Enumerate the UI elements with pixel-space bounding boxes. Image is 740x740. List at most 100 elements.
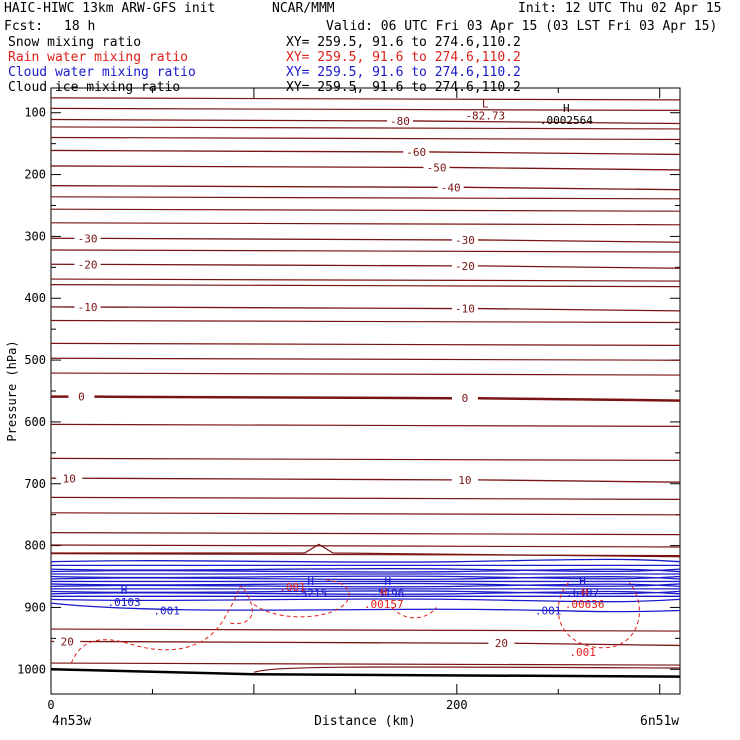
rain-water-contour — [253, 579, 350, 618]
temperature-isoline — [50, 319, 681, 324]
valid-time: Valid: 06 UTC Fri 03 Apr 15 (03 LST Fri … — [326, 19, 718, 34]
temperature-contour — [50, 263, 681, 269]
contour-annotations: L-82.73H.0002564H.0103H.5215H.5196H.0015… — [107, 98, 604, 659]
temperature-isoline — [50, 342, 681, 346]
rain-water-contour — [229, 588, 253, 625]
temperature-label: 10 — [458, 474, 471, 487]
x-axis-label: Distance (km) — [314, 714, 416, 729]
cloud-water-contour — [50, 568, 681, 573]
temperature-isoline — [50, 284, 681, 288]
extremum-marker: H — [579, 574, 586, 587]
extremum-marker: H — [563, 102, 570, 115]
temperature-isoline — [253, 666, 681, 673]
temperature-isoline — [50, 423, 681, 427]
cloud-water-contours — [50, 558, 681, 613]
field-xy-cloud-water: XY= 259.5, 91.6 to 274.6,110.2 — [286, 65, 521, 80]
temperature-isoline — [50, 249, 681, 253]
y-tick-label: 500 — [24, 353, 46, 367]
temperature-label: -10 — [78, 301, 98, 314]
forecast-label: Fcst: — [4, 19, 44, 34]
temperature-label: -20 — [78, 258, 98, 271]
temperature-contour — [50, 395, 681, 402]
temperature-isoline — [50, 372, 681, 376]
temperature-contour — [50, 165, 681, 171]
y-tick-label: 300 — [24, 229, 46, 243]
y-tick-label: 1000 — [17, 662, 46, 676]
org-label: NCAR/MMM — [272, 1, 335, 16]
temperature-isoline — [50, 512, 681, 516]
extremum-value: .6407 — [566, 586, 599, 599]
temperature-isoline — [50, 532, 681, 536]
temperature-label: 0 — [462, 392, 469, 405]
x-tick-label: 200 — [446, 698, 468, 712]
y-axis-label: Pressure (hPa) — [5, 340, 19, 441]
x-axis: 0 200 — [47, 88, 661, 712]
temperature-label: -30 — [78, 232, 98, 245]
rain-water-contour — [70, 585, 245, 664]
temperature-label: 10 — [63, 472, 76, 485]
extremum-value: .00636 — [565, 598, 605, 611]
temperature-label: 20 — [61, 636, 74, 649]
y-tick-label: 100 — [24, 106, 46, 120]
terrain-line — [50, 668, 681, 678]
temperature-label: -10 — [455, 303, 475, 316]
y-tick-label: 800 — [24, 539, 46, 553]
temperature-isoline — [50, 136, 681, 141]
temperature-label: 0 — [78, 391, 85, 404]
temperature-label: -60 — [406, 146, 426, 159]
temperature-contour — [50, 185, 681, 191]
cloud-water-contour — [50, 558, 681, 563]
field-name-snow: Snow mixing ratio — [8, 35, 142, 50]
temperature-isoline — [50, 208, 681, 212]
extremum-value: -82.73 — [465, 110, 505, 123]
extremum-marker: L — [482, 98, 489, 111]
model-title: HAIC-HIWC 13km ARW-GFS init — [4, 1, 216, 16]
temperature-contour — [50, 149, 681, 156]
y-tick-label: 600 — [24, 415, 46, 429]
extremum-value: .0002564 — [540, 114, 593, 127]
right-endpoint-label: 6n51w — [640, 714, 679, 729]
temperature-contour — [50, 477, 681, 483]
cloud-water-contour — [50, 583, 681, 588]
temperature-label: -40 — [441, 181, 461, 194]
temperature-isoline — [50, 126, 681, 130]
temperature-isoline — [50, 278, 681, 282]
left-endpoint-label: 4n53w — [52, 714, 91, 729]
contour-label: .001 — [569, 646, 596, 659]
temperature-isoline — [50, 496, 681, 500]
extremum-value: .0103 — [107, 596, 140, 609]
temperature-isoline — [50, 628, 681, 632]
temperature-isoline — [50, 97, 681, 101]
cloud-water-contour — [50, 602, 681, 613]
temperature-isoline — [50, 222, 681, 226]
extremum-marker: H — [380, 586, 387, 599]
field-xy-rain: XY= 259.5, 91.6 to 274.6,110.2 — [286, 50, 521, 65]
temperature-label: -80 — [390, 115, 410, 128]
temperature-contour — [50, 118, 681, 125]
extremum-value: .00157 — [364, 598, 404, 611]
temperature-contour — [50, 237, 681, 243]
temperature-label: -30 — [455, 234, 475, 247]
y-tick-label: 900 — [24, 600, 46, 614]
extremum-value: .5196 — [371, 587, 404, 600]
forecast-hour: 18 h — [64, 19, 96, 34]
temperature-isoline — [51, 543, 681, 558]
extremum-marker: H — [121, 584, 128, 597]
y-tick-label: 400 — [24, 291, 46, 305]
field-name-cloud-water: Cloud water mixing ratio — [8, 65, 196, 80]
extremum-marker: H — [307, 575, 314, 588]
temperature-isoline — [50, 107, 681, 112]
extremum-marker: H — [385, 575, 392, 588]
x-tick-label: 0 — [47, 698, 54, 712]
temperature-contours: -80 -60-50 -40 -30 -30 -20 -20 -10 -10 0 0 10 10 20 20 — [50, 97, 681, 673]
cloud-water-contour — [50, 598, 681, 603]
extremum-value: .5215 — [294, 587, 327, 600]
temperature-label: 20 — [495, 637, 508, 650]
contour-label: .001 — [535, 605, 562, 618]
cloud-water-contour — [50, 590, 681, 595]
temperature-isoline — [50, 662, 681, 666]
rain-water-contours — [70, 579, 640, 664]
temperature-isoline — [50, 357, 681, 361]
